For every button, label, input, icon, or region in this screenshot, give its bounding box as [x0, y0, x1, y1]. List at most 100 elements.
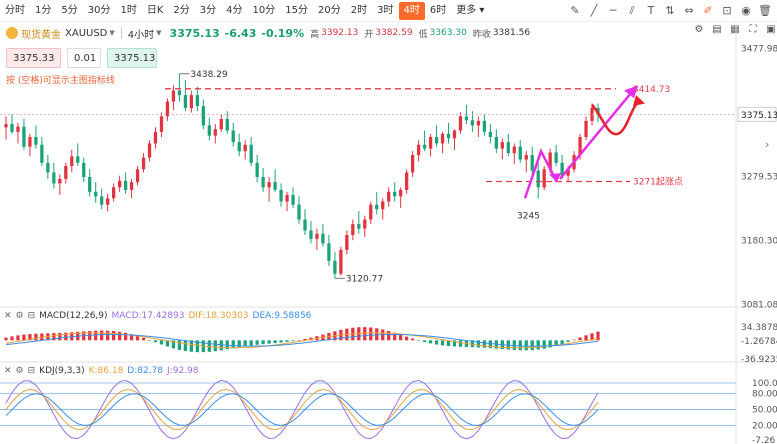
symbol-name-cn[interactable]: 现货黄金: [21, 29, 61, 41]
macd-bar: [393, 332, 397, 341]
timeframe-14[interactable]: 4时: [398, 1, 425, 20]
low-value: 3363.30: [429, 28, 467, 38]
pink-projection-arrowhead: [624, 85, 638, 99]
buy-price-button[interactable]: 3375.13: [107, 48, 157, 68]
indicator-hint: 按 (空格)可显示主图指标线: [6, 76, 115, 86]
dif-line: [5, 332, 599, 349]
macd-bar: [488, 340, 493, 349]
macd-bar: [405, 336, 409, 341]
candle-body: [369, 204, 373, 220]
candle-body: [52, 172, 56, 184]
quantity-input[interactable]: 0.01: [67, 48, 101, 68]
macd-bar: [153, 340, 158, 343]
panel-collapse-icon[interactable]: ›: [765, 138, 770, 151]
macd-bar: [536, 340, 540, 350]
fullscreen-icon[interactable]: ⛶: [749, 24, 757, 35]
macd-bar: [554, 340, 558, 346]
candle-body: [488, 131, 493, 137]
candle-body: [201, 106, 205, 126]
close-icon[interactable]: ✕: [4, 366, 12, 376]
macd-bar: [267, 340, 271, 344]
hline-icon[interactable]: ─: [609, 4, 617, 17]
candle-body: [147, 143, 152, 158]
macd-bar: [4, 337, 8, 341]
timeframe-7[interactable]: 3分: [199, 4, 217, 16]
macd-bar: [530, 340, 534, 351]
pencil-icon[interactable]: ✎: [570, 4, 580, 17]
macd-bar: [399, 334, 403, 341]
macd-bar: [560, 340, 564, 344]
macd-bar: [279, 340, 283, 343]
layout-icon[interactable]: ▤: [712, 24, 722, 35]
timeframe-5[interactable]: 日K: [146, 4, 164, 16]
period-selector[interactable]: 4小时: [127, 29, 155, 41]
line-icon[interactable]: ╱: [590, 4, 598, 17]
macd-bar: [482, 340, 487, 348]
candle-body: [452, 130, 457, 139]
timeframe-11[interactable]: 20分: [318, 4, 341, 16]
timeframe-1[interactable]: 1分: [35, 4, 52, 16]
dea-value: DEA:9.58856: [252, 311, 312, 321]
indicator-icon[interactable]: ▦: [730, 24, 740, 35]
timeframe-3[interactable]: 30分: [87, 4, 111, 16]
candle-body: [34, 136, 38, 145]
macd-bar: [422, 340, 427, 342]
macd-bar: [369, 327, 373, 341]
sell-price-button[interactable]: 3375.33: [6, 48, 61, 68]
period-dropdown-icon[interactable]: ▼: [156, 29, 162, 37]
candle-body: [399, 189, 403, 197]
gear-icon[interactable]: ⚙: [15, 311, 24, 321]
timeframe-4[interactable]: 1时: [120, 4, 137, 16]
timeframe-16[interactable]: 更多 ▾: [456, 4, 485, 16]
d-value: D:82.78: [127, 366, 164, 376]
timeframe-8[interactable]: 4分: [226, 4, 243, 16]
close-icon[interactable]: ✕: [4, 311, 12, 321]
gear-icon[interactable]: ⚙: [15, 366, 24, 376]
macd-bar: [10, 336, 14, 341]
candle-body: [536, 170, 540, 188]
timeframe-9[interactable]: 10分: [252, 4, 276, 16]
symbol-code[interactable]: XAUUSD: [65, 27, 108, 39]
collapse-icon[interactable]: ⊟: [27, 366, 36, 376]
lock-icon[interactable]: ⊡: [722, 4, 732, 17]
macd-bar: [177, 340, 182, 350]
macd-bar: [22, 334, 26, 341]
candle-body: [177, 90, 182, 96]
candle-body: [446, 133, 451, 139]
text-icon[interactable]: T: [647, 4, 655, 17]
macd-bar: [452, 340, 457, 347]
timeframe-15[interactable]: 6时: [429, 4, 447, 16]
timeframe-13[interactable]: 3时: [377, 4, 394, 16]
macd-bar: [64, 332, 68, 341]
timeframe-2[interactable]: 5分: [61, 4, 78, 16]
dif-value: DIF:18.30303: [188, 311, 249, 321]
macd-bar: [446, 340, 451, 347]
timeframe-6[interactable]: 2分: [173, 4, 190, 16]
ruler-icon[interactable]: ⇔: [684, 4, 694, 17]
macd-bar: [106, 330, 110, 341]
edit-icon[interactable]: ✐: [703, 4, 713, 17]
price-axis-label: 3375.13: [741, 111, 777, 121]
candle-body: [530, 155, 534, 171]
price-change-pct: -0.19%: [261, 26, 305, 40]
timeframe-0[interactable]: 分时: [5, 4, 25, 16]
timeframe-12[interactable]: 2时: [350, 4, 368, 16]
candle-body: [554, 152, 558, 163]
parallel-icon[interactable]: ⫽: [629, 4, 635, 17]
macd-axis-label: 34.38784: [741, 323, 777, 333]
candle-body: [273, 182, 277, 190]
macd-bar: [303, 338, 307, 341]
candle-body: [28, 136, 32, 147]
symbol-dropdown-icon[interactable]: ▼: [109, 29, 115, 37]
trade-panel: 3375.33 0.01 3375.13: [6, 48, 157, 68]
settings-icon[interactable]: ⚙: [694, 24, 704, 35]
timeframe-10[interactable]: 15分: [285, 4, 309, 16]
collapse-icon[interactable]: ⊟: [27, 311, 36, 321]
eye-icon[interactable]: ◉: [741, 4, 751, 17]
candle-body: [500, 142, 504, 149]
measure-icon[interactable]: ⇅: [665, 4, 675, 17]
screenshot-icon[interactable]: ▣: [766, 24, 776, 35]
trash-icon[interactable]: 🗑: [758, 4, 772, 17]
candle-body: [416, 144, 421, 156]
